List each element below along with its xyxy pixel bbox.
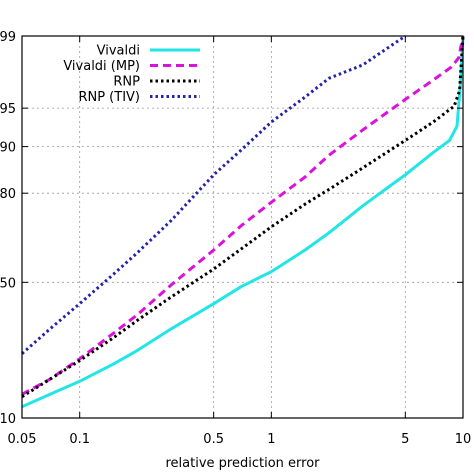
y-tick-label: 95 (0, 102, 16, 117)
x-tick-label: 10 (455, 432, 472, 447)
series-line-2 (21, 35, 465, 396)
series-line-4 (21, 34, 407, 355)
ticks: 0.05 0.1 0.5 1 5 10 10 50 80 90 95 99 (0, 30, 471, 447)
x-tick-label: 0.5 (203, 432, 224, 447)
plot-frame (21, 35, 464, 419)
y-tick-label: 10 (0, 412, 16, 427)
legend-label: RNP (TIV) (78, 90, 140, 105)
y-tick-label: 80 (0, 187, 16, 202)
series-line-3 (21, 35, 465, 398)
y-tick-label: 50 (0, 276, 16, 291)
x-tick-label: 5 (401, 432, 409, 447)
series-line-1 (21, 35, 465, 409)
x-tick-label: 1 (267, 432, 275, 447)
y-tick-label: 90 (0, 141, 16, 156)
legend-label: RNP (113, 75, 140, 90)
y-tick-label: 99 (0, 30, 16, 45)
x-tick-label: 0.05 (8, 432, 37, 447)
x-axis-title: relative prediction error (166, 456, 321, 471)
legend-label: Vivaldi (97, 44, 140, 59)
series-layer (21, 34, 465, 409)
legend-label: Vivaldi (MP) (63, 59, 140, 74)
x-tick-label: 0.1 (69, 432, 90, 447)
